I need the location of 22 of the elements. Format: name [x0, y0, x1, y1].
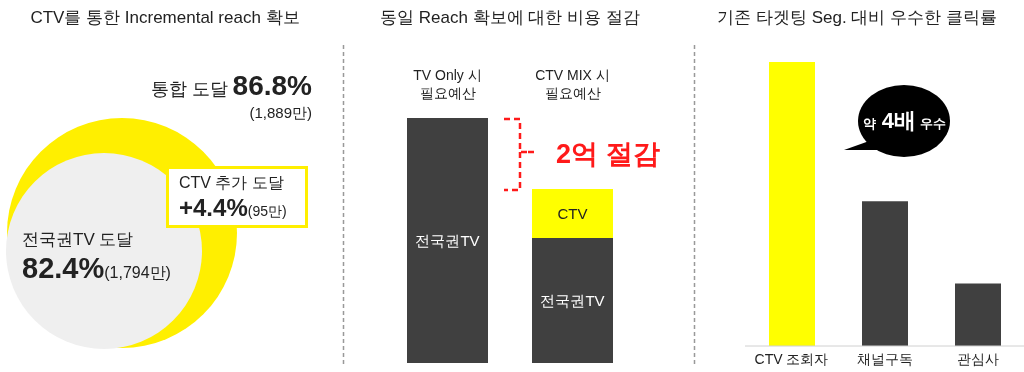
- chart-title: 동일 Reach 확보에 대한 비용 절감: [379, 7, 641, 29]
- annotation: 약 4배 우수: [862, 108, 946, 133]
- text: 86.8%: [232, 70, 312, 101]
- annotation: 2억 절감: [556, 138, 660, 171]
- text: CTV를 통한 Incremental reach 확보: [29, 7, 301, 29]
- series-label: 전국권TV: [540, 292, 605, 310]
- text: 전국권TV 도달: [22, 229, 134, 251]
- chart-title: 기존 타겟팅 Seg. 대비 우수한 클릭률: [716, 7, 998, 29]
- x-tick-label: TV Only 시 필요예산: [413, 67, 482, 101]
- text: (1,889만): [249, 104, 312, 123]
- series-label: CTV: [557, 205, 588, 223]
- x-tick-label: CTV MIX 시 필요예산: [535, 67, 610, 101]
- x-tick-label: 채널구독: [856, 350, 913, 367]
- text: (95만): [247, 203, 287, 219]
- text: 82.4%: [22, 252, 105, 284]
- text: 통합 도달: [150, 79, 229, 99]
- text: 전국권TV: [415, 232, 480, 249]
- text: +4.4%: [179, 194, 248, 221]
- x-tick-label: 관심사: [956, 350, 999, 367]
- text: (1,794만): [104, 264, 171, 281]
- text: CTV 추가 도달: [179, 173, 285, 193]
- x-tick-label: CTV 조회자: [754, 350, 829, 367]
